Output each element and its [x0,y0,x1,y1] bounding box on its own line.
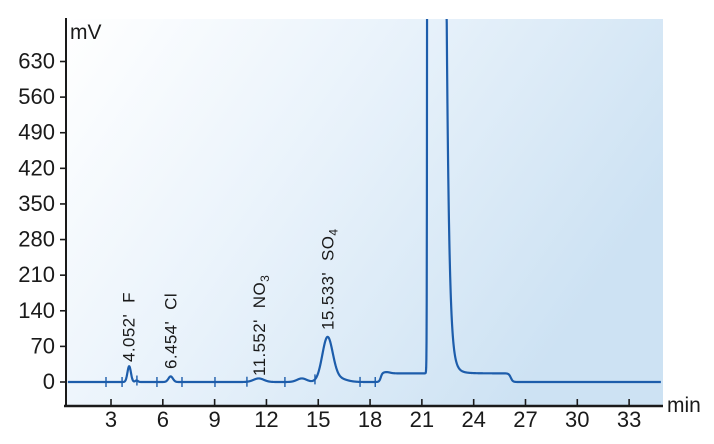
y-tick-label: 630 [18,49,55,74]
x-tick-label: 27 [513,407,537,432]
y-tick-label: 280 [18,227,55,252]
peak-label: 11.552' NO3 [250,275,272,376]
y-tick-label: 70 [31,333,55,358]
x-tick-label: 24 [461,407,485,432]
x-tick-label: 3 [105,407,117,432]
peak-ion-name: F [119,292,138,303]
peak-retention-time: 11.552' [250,319,269,376]
x-tick-label: 9 [209,407,221,432]
peak-retention-time: 6.454' [162,321,181,369]
trace-layer [66,19,662,387]
y-tick-label: 140 [18,298,55,323]
x-axis-unit-label: min [667,394,701,417]
peak-label: 6.454' Cl [162,293,181,369]
x-tick-label: 30 [565,407,589,432]
x-tick-label: 15 [306,407,330,432]
peak-ion-name: SO [319,236,338,261]
peak-ion-subscript: 3 [258,275,272,282]
x-tick-label: 12 [254,407,278,432]
peak-retention-time: 15.533' [319,272,338,330]
x-tick-label: 21 [410,407,434,432]
y-tick-label: 210 [18,262,55,287]
peak-ion-name: NO [250,282,269,308]
peak-ion-name: Cl [162,293,181,310]
y-tick-label: 560 [18,84,55,109]
y-tick-label: 490 [18,120,55,145]
peak-label: 4.052' F [119,292,138,362]
x-tick-label: 6 [157,407,169,432]
peak-ion-subscript: 4 [327,229,341,236]
chromatogram-trace [66,19,662,384]
peak-label: 15.533' SO4 [319,229,341,331]
peak-retention-time: 4.052' [119,314,138,362]
y-tick-label: 420 [18,155,55,180]
x-tick-label: 18 [358,407,382,432]
plot-area-background [67,19,663,406]
x-tick-label: 33 [617,407,641,432]
y-tick-label: 350 [18,191,55,216]
y-tick-label: 0 [43,369,55,394]
y-axis-unit-label: mV [70,21,102,44]
